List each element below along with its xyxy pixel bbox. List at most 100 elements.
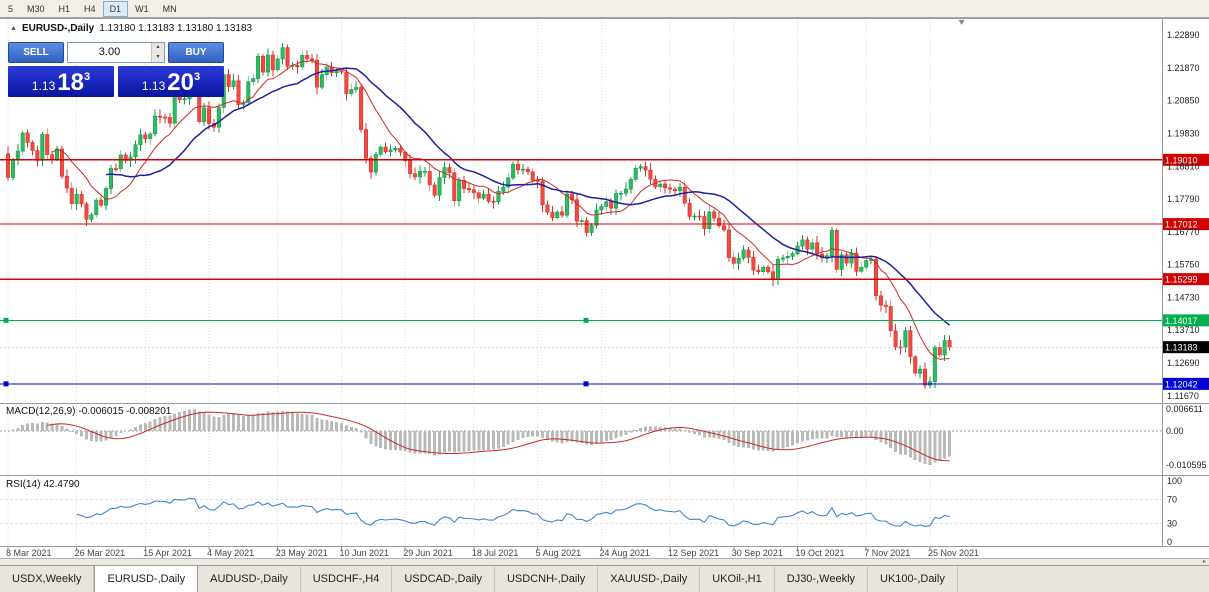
- candle: [30, 142, 35, 151]
- candle: [363, 129, 368, 159]
- candle: [270, 54, 275, 71]
- candle: [349, 89, 354, 94]
- candle: [40, 134, 45, 161]
- candle: [398, 147, 403, 153]
- date-axis-label: 30 Sep 2021: [732, 548, 783, 558]
- chart-tab-usdx-weekly[interactable]: USDX,Weekly: [0, 566, 95, 592]
- price-axis-label: 1.16770: [1167, 227, 1200, 237]
- trade-controls-row: SELL 3.00 ▴ ▾ BUY: [8, 42, 224, 63]
- candle: [207, 107, 212, 124]
- chart-tab-dj30-weekly[interactable]: DJ30-,Weekly: [775, 566, 869, 592]
- candle: [569, 193, 574, 201]
- timeframe-button-w1[interactable]: W1: [135, 3, 149, 14]
- candle: [246, 81, 251, 103]
- candle: [20, 132, 25, 152]
- chart-tab-usdcad-daily[interactable]: USDCAD-,Daily: [392, 566, 495, 592]
- scroll-right-icon[interactable]: ▸: [1202, 559, 1206, 565]
- candle: [45, 134, 50, 156]
- date-axis-label: 19 Oct 2021: [796, 548, 845, 558]
- chart-tab-uk100-daily[interactable]: UK100-,Daily: [868, 566, 958, 592]
- candle: [408, 160, 413, 174]
- price-axis-label: 1.18810: [1167, 161, 1200, 171]
- chart-tab-xauusd-daily[interactable]: XAUUSD-,Daily: [598, 566, 701, 592]
- candle: [844, 254, 849, 264]
- candle: [618, 192, 623, 195]
- candle: [462, 180, 467, 189]
- candle: [707, 211, 712, 229]
- candle: [525, 168, 530, 173]
- horizontal-scrollbar[interactable]: ▸: [0, 558, 1209, 565]
- timeframe-button-5[interactable]: 5: [8, 3, 14, 14]
- chart-shift-marker-icon[interactable]: [958, 20, 965, 25]
- candle: [471, 189, 476, 193]
- timeframe-button-mn[interactable]: MN: [162, 3, 177, 14]
- chart-tab-eurusd-daily[interactable]: EURUSD-,Daily: [94, 565, 199, 592]
- lot-size-value[interactable]: 3.00: [98, 46, 121, 58]
- chart-tab-usdchf-h4[interactable]: USDCHF-,H4: [301, 566, 393, 592]
- candle: [25, 132, 30, 143]
- candle: [756, 269, 761, 273]
- candle: [466, 188, 471, 191]
- candle: [182, 98, 187, 101]
- line-handle[interactable]: [583, 381, 589, 387]
- line-handle[interactable]: [3, 317, 9, 323]
- sell-price-pips: 18: [57, 69, 84, 97]
- line-handle[interactable]: [583, 317, 589, 323]
- candle: [682, 186, 687, 204]
- candle: [501, 186, 506, 192]
- date-axis-label: 15 Apr 2021: [143, 548, 192, 558]
- chart-title: ▲ EURUSD-,Daily 1.13180 1.13183 1.13180 …: [10, 23, 252, 34]
- chart-tab-bar: USDX,Weekly EURUSD-,Daily AUDUSD-,Daily USD…: [0, 565, 1209, 592]
- candle: [55, 148, 60, 160]
- sell-price-display[interactable]: 1.13 18 3: [8, 66, 114, 97]
- candle: [530, 171, 535, 181]
- candle: [874, 258, 879, 297]
- candle: [10, 159, 15, 178]
- line-handle[interactable]: [3, 381, 9, 387]
- chart-tab-ukoil-h1[interactable]: UKOil-,H1: [700, 566, 775, 592]
- candle: [202, 107, 207, 122]
- chart-tab-audusd-daily[interactable]: AUDUSD-,Daily: [198, 566, 301, 592]
- candle: [74, 193, 79, 204]
- candle: [231, 80, 236, 87]
- sell-button[interactable]: SELL: [8, 42, 64, 63]
- price-axis-label: 1.21870: [1167, 63, 1200, 73]
- lot-spinner[interactable]: ▴ ▾: [151, 43, 164, 62]
- chart-tab-usdcnh-daily[interactable]: USDCNH-,Daily: [495, 566, 599, 592]
- candle: [280, 47, 285, 60]
- candle: [413, 173, 418, 178]
- candle: [628, 179, 633, 190]
- svg-text:1.17012: 1.17012: [1165, 220, 1198, 230]
- price-tag-1.19010: [1163, 153, 1209, 166]
- macd-axis-label: 0.006611: [1166, 404, 1203, 414]
- candle: [15, 150, 20, 161]
- candle: [275, 58, 280, 71]
- timeframe-button-m30[interactable]: M30: [27, 3, 45, 14]
- candle: [550, 211, 555, 219]
- candle: [64, 175, 69, 189]
- price-axis-label: 1.11670: [1167, 391, 1199, 401]
- candle: [947, 340, 952, 348]
- candle: [437, 177, 442, 196]
- lot-increase-icon[interactable]: ▴: [152, 43, 164, 53]
- candle: [903, 330, 908, 348]
- timeframe-button-d1[interactable]: D1: [102, 0, 129, 17]
- buy-price-display[interactable]: 1.13 20 3: [118, 66, 224, 97]
- candle: [285, 47, 290, 67]
- date-axis-label: 26 Mar 2021: [75, 548, 126, 558]
- buy-button[interactable]: BUY: [168, 42, 224, 63]
- candle: [829, 229, 834, 256]
- timeframe-button-h1[interactable]: H1: [58, 3, 71, 14]
- candle: [265, 54, 270, 73]
- candle: [761, 266, 766, 273]
- lot-size-field[interactable]: 3.00 ▴ ▾: [67, 42, 165, 63]
- lot-decrease-icon[interactable]: ▾: [152, 52, 164, 62]
- candle: [878, 295, 883, 306]
- candle: [942, 340, 947, 356]
- timeframe-button-h4[interactable]: H4: [84, 3, 96, 14]
- candle: [937, 347, 942, 356]
- candle: [726, 229, 731, 258]
- chart-canvas[interactable]: 1.190101.170121.152991.140171.120421.131…: [0, 18, 1209, 558]
- candle: [153, 115, 158, 135]
- candle: [893, 330, 898, 348]
